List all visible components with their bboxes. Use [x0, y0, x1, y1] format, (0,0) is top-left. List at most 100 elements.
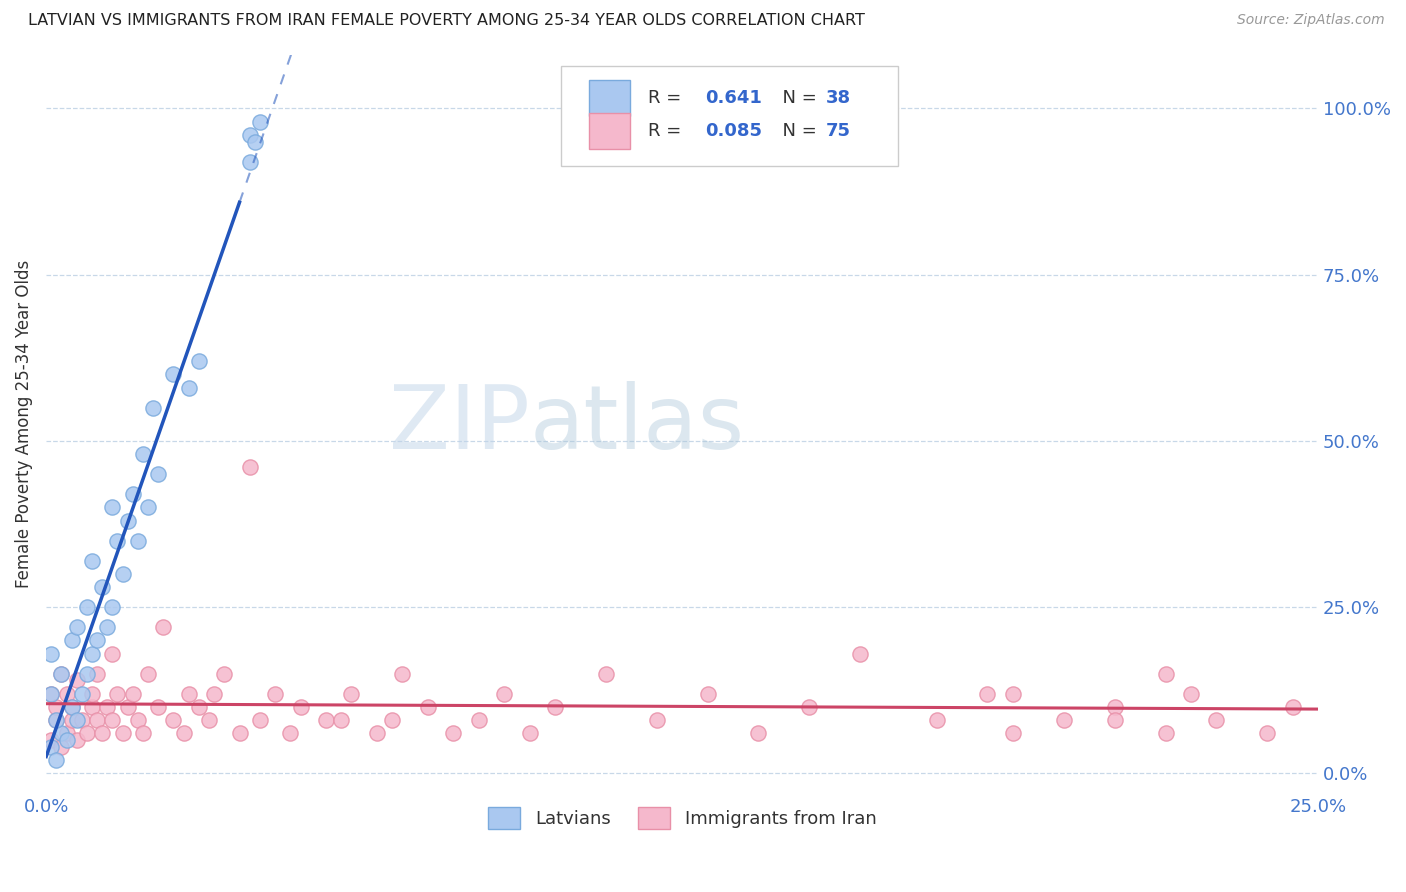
Point — [121, 487, 143, 501]
Point — [80, 699, 103, 714]
Point — [1205, 713, 1227, 727]
Point — [132, 447, 155, 461]
Point — [494, 687, 516, 701]
Point — [519, 726, 541, 740]
Point — [264, 687, 287, 701]
Point — [1104, 713, 1126, 727]
Point — [86, 713, 108, 727]
Point — [107, 533, 129, 548]
Point — [39, 687, 62, 701]
Point — [187, 354, 209, 368]
Point — [60, 713, 83, 727]
Point — [162, 368, 184, 382]
Point — [45, 713, 67, 727]
Text: 75: 75 — [825, 122, 851, 140]
Point — [544, 699, 567, 714]
Point — [127, 713, 149, 727]
Point — [467, 713, 489, 727]
Point — [76, 600, 98, 615]
Point — [45, 713, 67, 727]
Point — [1053, 713, 1076, 727]
Point — [70, 713, 93, 727]
Point — [366, 726, 388, 740]
Point — [51, 666, 73, 681]
Point — [381, 713, 404, 727]
Point — [340, 687, 363, 701]
Point — [101, 713, 124, 727]
Point — [39, 687, 62, 701]
Point — [280, 726, 302, 740]
Point — [249, 713, 271, 727]
Point — [121, 687, 143, 701]
Point — [162, 713, 184, 727]
Point — [101, 647, 124, 661]
Point — [55, 733, 77, 747]
Point — [136, 500, 159, 515]
FancyBboxPatch shape — [561, 66, 898, 166]
Point — [849, 647, 872, 661]
Point — [60, 633, 83, 648]
Text: ZIP: ZIP — [389, 381, 530, 467]
Point — [86, 666, 108, 681]
Point — [96, 620, 118, 634]
Point — [55, 726, 77, 740]
Point — [80, 647, 103, 661]
Point — [127, 533, 149, 548]
Point — [202, 687, 225, 701]
Point — [60, 699, 83, 714]
Point — [330, 713, 353, 727]
Point — [595, 666, 617, 681]
Point — [239, 154, 262, 169]
Point — [177, 381, 200, 395]
Point — [976, 687, 998, 701]
Text: atlas: atlas — [530, 381, 745, 467]
Point — [441, 726, 464, 740]
Point — [290, 699, 312, 714]
Point — [249, 114, 271, 128]
Point — [645, 713, 668, 727]
Text: 0.641: 0.641 — [704, 89, 762, 107]
Legend: Latvians, Immigrants from Iran: Latvians, Immigrants from Iran — [481, 799, 883, 836]
Point — [239, 460, 262, 475]
Text: R =: R = — [648, 89, 686, 107]
Point — [243, 135, 266, 149]
Point — [51, 666, 73, 681]
Text: R =: R = — [648, 122, 686, 140]
Point — [416, 699, 439, 714]
Point — [1104, 699, 1126, 714]
Point — [239, 128, 262, 142]
Point — [214, 666, 236, 681]
Point — [80, 687, 103, 701]
Point — [696, 687, 718, 701]
Text: N =: N = — [772, 122, 823, 140]
Point — [39, 733, 62, 747]
Point — [91, 726, 114, 740]
Point — [45, 753, 67, 767]
Point — [198, 713, 221, 727]
FancyBboxPatch shape — [589, 113, 630, 149]
Point — [66, 733, 89, 747]
Point — [91, 580, 114, 594]
Point — [228, 726, 250, 740]
Point — [45, 699, 67, 714]
Text: N =: N = — [772, 89, 823, 107]
Text: LATVIAN VS IMMIGRANTS FROM IRAN FEMALE POVERTY AMONG 25-34 YEAR OLDS CORRELATION: LATVIAN VS IMMIGRANTS FROM IRAN FEMALE P… — [28, 13, 865, 29]
Point — [76, 726, 98, 740]
Point — [96, 699, 118, 714]
Point — [101, 500, 124, 515]
Point — [60, 699, 83, 714]
Point — [315, 713, 337, 727]
Point — [1281, 699, 1303, 714]
Point — [1001, 726, 1024, 740]
Y-axis label: Female Poverty Among 25-34 Year Olds: Female Poverty Among 25-34 Year Olds — [15, 260, 32, 589]
Text: Source: ZipAtlas.com: Source: ZipAtlas.com — [1237, 13, 1385, 28]
Point — [177, 687, 200, 701]
Point — [39, 739, 62, 754]
Point — [66, 673, 89, 688]
Point — [1256, 726, 1278, 740]
Point — [51, 726, 73, 740]
Point — [111, 566, 134, 581]
Point — [136, 666, 159, 681]
Point — [70, 687, 93, 701]
Text: 0.085: 0.085 — [704, 122, 762, 140]
